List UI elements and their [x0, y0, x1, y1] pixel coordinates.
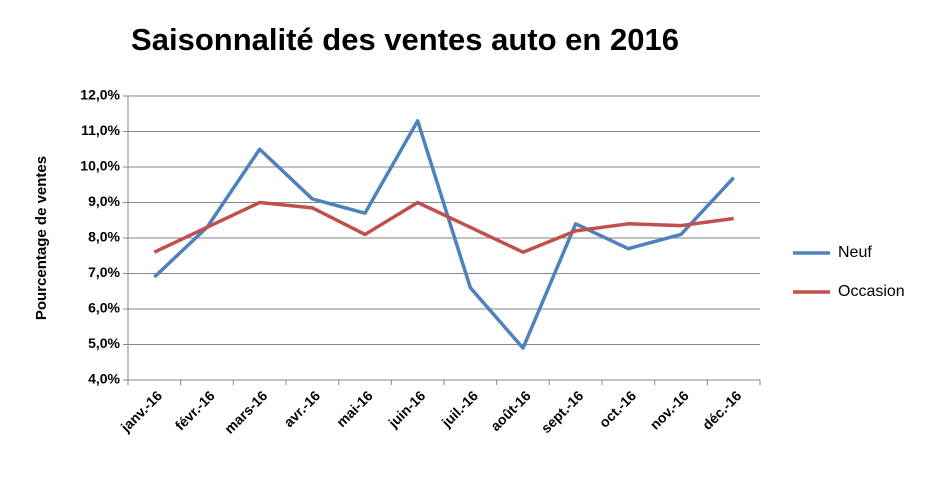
x-tick-label: sept.-16: [538, 387, 587, 436]
y-tick-label: 5,0%: [88, 335, 120, 351]
y-tick-label: 9,0%: [88, 193, 120, 209]
y-tick-label: 8,0%: [88, 229, 120, 245]
legend-label: Occasion: [838, 283, 905, 300]
x-tick-label: juil.-16: [438, 387, 482, 431]
y-tick-label: 10,0%: [80, 158, 120, 174]
y-tick-label: 6,0%: [88, 300, 120, 316]
x-tick-label: juin-16: [384, 387, 428, 431]
y-tick-label: 12,0%: [80, 87, 120, 103]
x-tick-label: févr.-16: [172, 387, 218, 433]
y-tick-label: 4,0%: [88, 371, 120, 387]
legend-label: Neuf: [838, 244, 872, 261]
y-axis-label: Pourcentage de ventes: [33, 156, 50, 320]
line-series: [153, 119, 735, 350]
x-tick-label: avr.-16: [280, 387, 323, 430]
chart-title: Saisonnalité des ventes auto en 2016: [131, 22, 679, 57]
line-series: [153, 200, 734, 254]
x-tick-label: août-16: [487, 387, 534, 434]
x-tick-label: oct.-16: [596, 387, 639, 430]
y-tick-label: 11,0%: [81, 122, 120, 138]
x-tick-label: janv.-16: [117, 387, 165, 435]
x-tick-label: nov.-16: [646, 387, 691, 432]
x-tick-label: mars-16: [221, 387, 270, 436]
x-tick-label: déc.-16: [699, 387, 745, 433]
y-tick-label: 7,0%: [88, 264, 120, 280]
x-tick-label: mai-16: [333, 387, 376, 430]
